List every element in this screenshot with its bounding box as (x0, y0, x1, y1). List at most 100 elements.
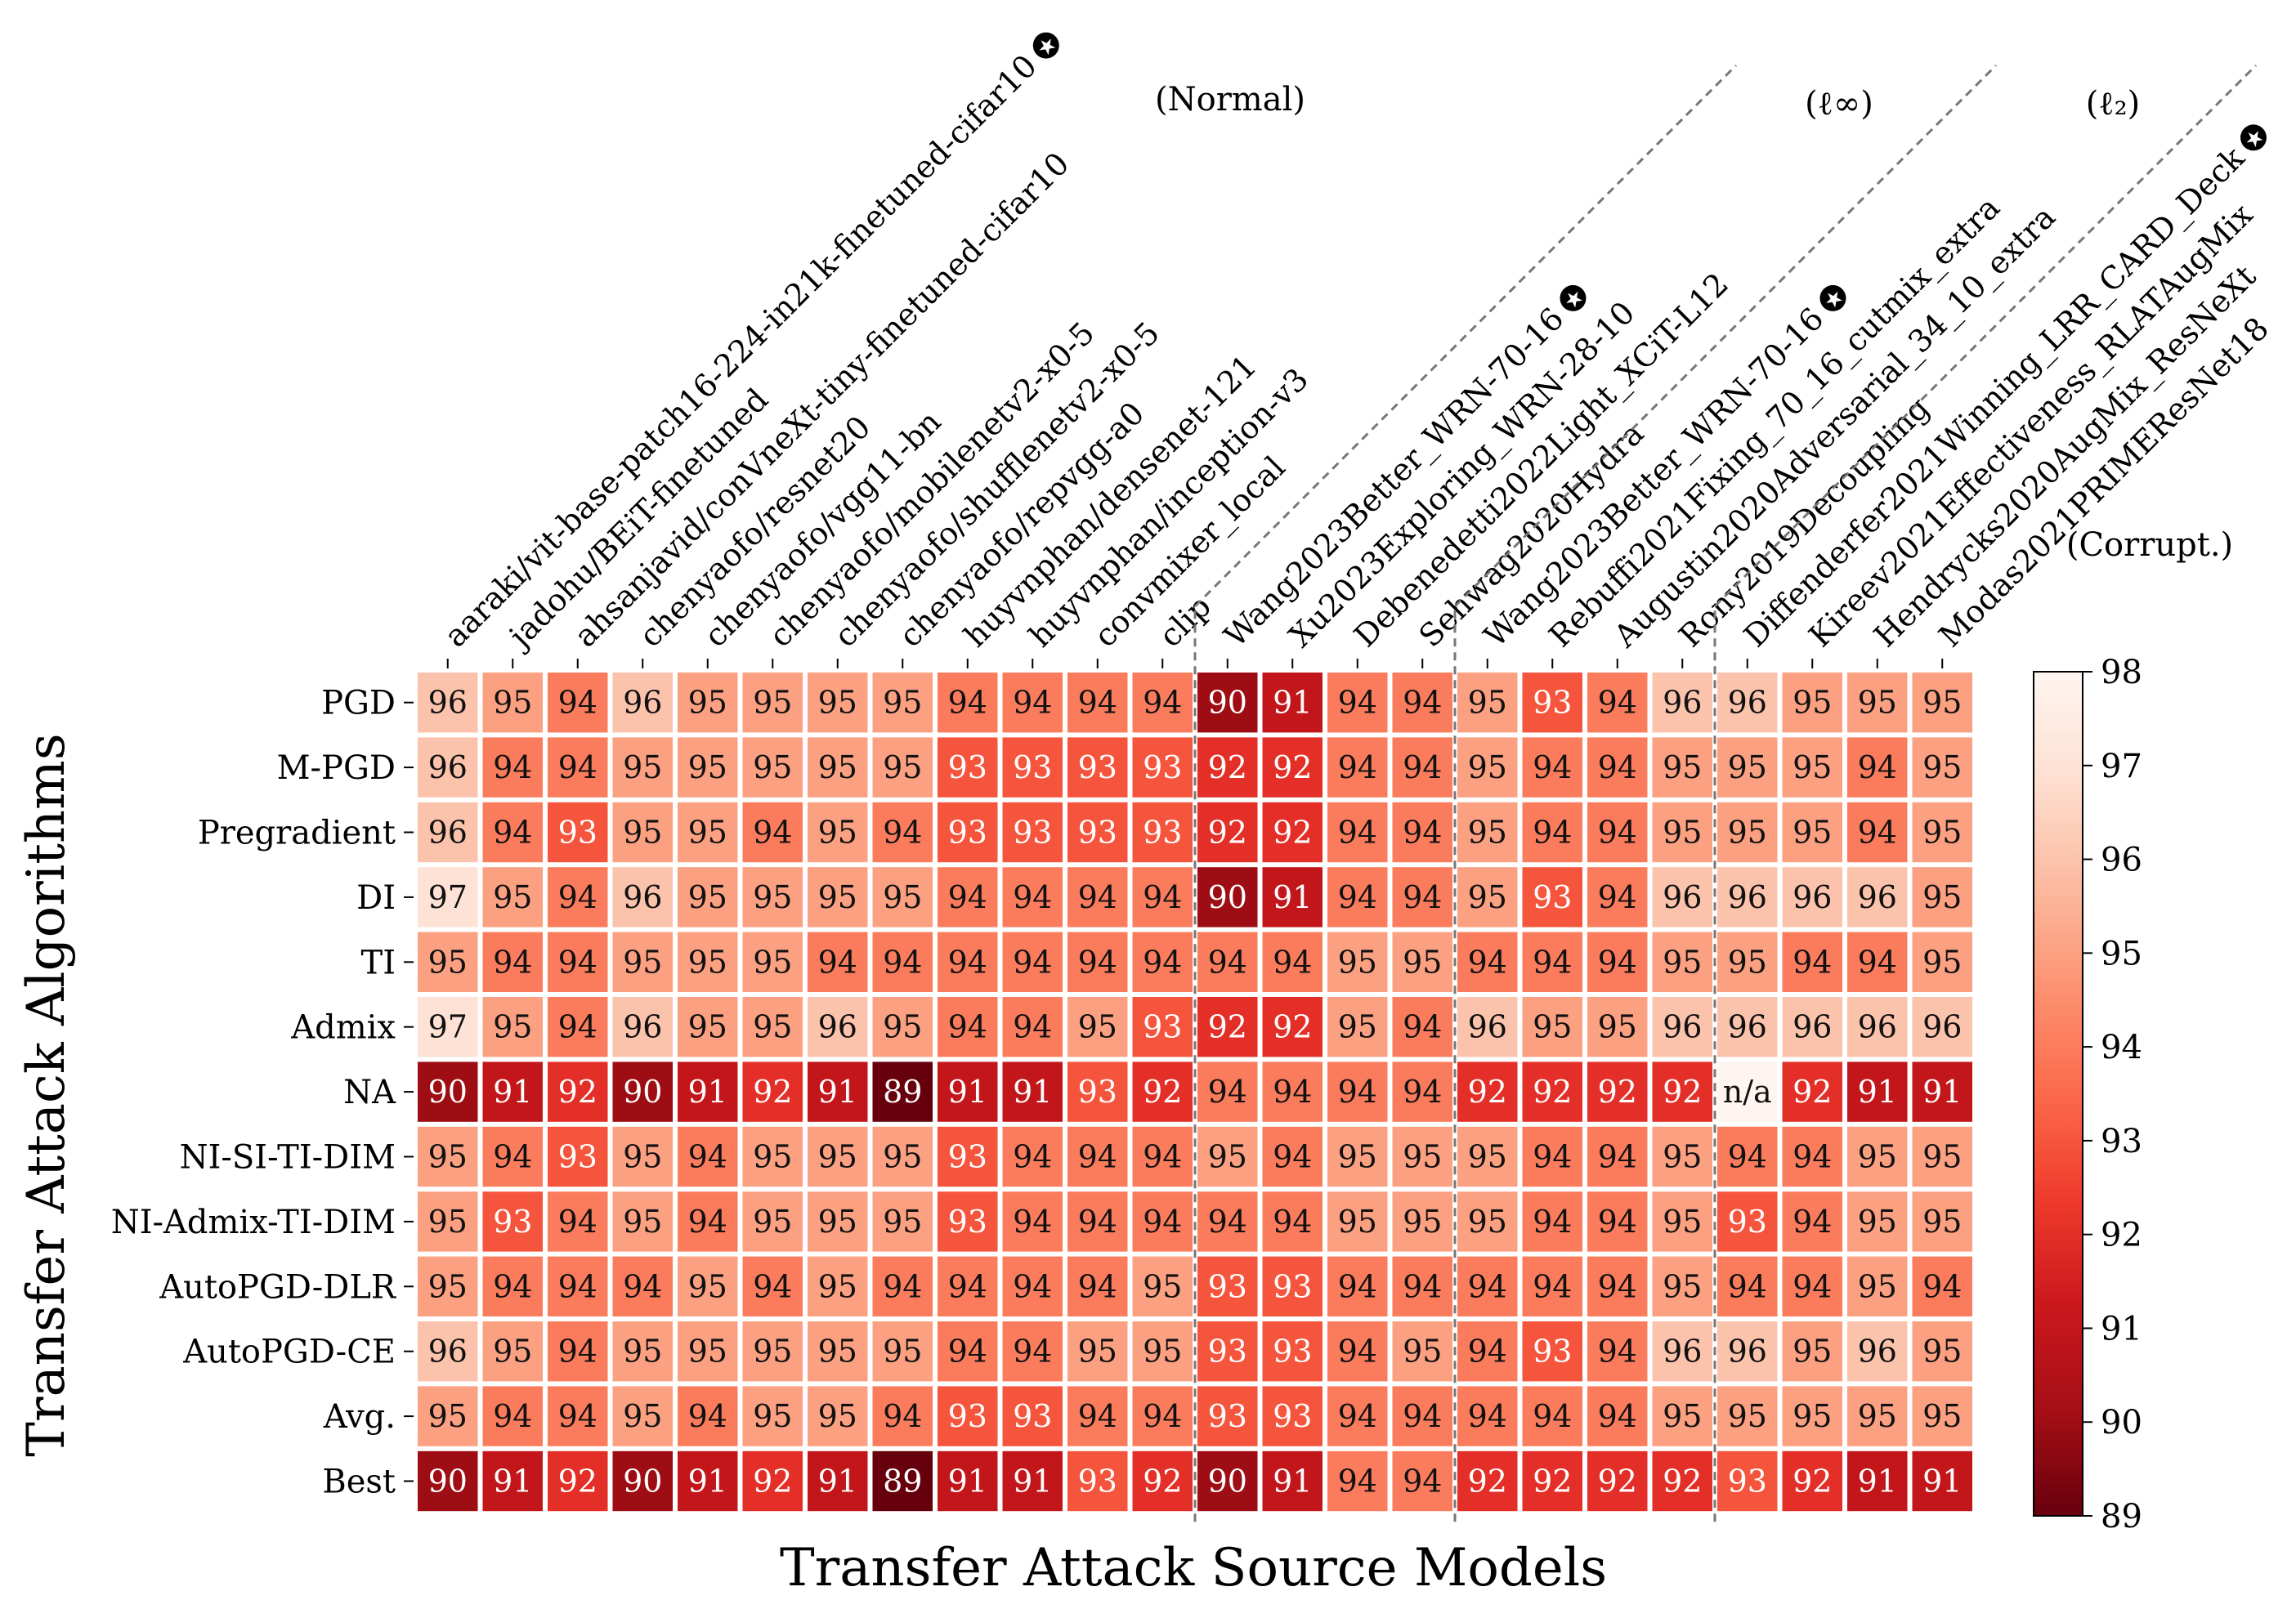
heatmap-cell (678, 1191, 738, 1252)
cell-value-label: 95 (688, 1334, 727, 1370)
heatmap-cell (612, 932, 673, 992)
cell-value-label: 95 (623, 1204, 662, 1240)
cell-value-label: 96 (428, 749, 468, 785)
cell-value-label: 93 (558, 1139, 597, 1175)
heatmap-cell (1002, 867, 1063, 927)
cell-value-label: 94 (1533, 1398, 1572, 1434)
heatmap-cell (1457, 1191, 1518, 1252)
heatmap-cell (1912, 1256, 1972, 1316)
y-axis-label: Transfer Attack Algorithms (16, 733, 77, 1456)
cell-value-label: 97 (428, 879, 468, 915)
cell-value-label: 94 (1013, 1334, 1052, 1370)
heatmap-cell (1782, 867, 1842, 927)
heatmap-cell (1067, 867, 1128, 927)
row-label: AutoPGD-CE (182, 1334, 396, 1371)
heatmap-cell (1457, 997, 1518, 1057)
heatmap-cell (1912, 932, 1972, 992)
heatmap-cell (742, 673, 803, 733)
heatmap-cell (1392, 737, 1452, 798)
cell-value-label: 95 (493, 1009, 532, 1045)
heatmap-cell (482, 1321, 543, 1382)
cell-value-label: 95 (1922, 1204, 1962, 1240)
heatmap-cell (678, 802, 738, 863)
cell-value-label: 95 (1338, 1204, 1377, 1240)
star-icon: ★ (1032, 31, 1063, 62)
cell-value-label: 93 (1143, 749, 1182, 785)
heatmap-cell (938, 1191, 998, 1252)
x-axis-label: Transfer Attack Source Models (780, 1538, 1607, 1598)
cell-value-label: 94 (1598, 1139, 1637, 1175)
heatmap-cell (1197, 673, 1258, 733)
cell-value-label: 95 (1533, 1009, 1572, 1045)
heatmap-cell (1912, 737, 1972, 798)
cell-value-label: 95 (1338, 1009, 1377, 1045)
heatmap-cell (742, 1256, 803, 1316)
cell-value-label: 95 (753, 685, 792, 721)
cell-value-label: 95 (753, 1139, 792, 1175)
cell-value-label: 94 (493, 1398, 532, 1434)
heatmap-cell (808, 1256, 868, 1316)
heatmap-cell (1847, 1321, 1908, 1382)
heatmap-cell (1262, 932, 1323, 992)
cell-value-label: 95 (1208, 1139, 1247, 1175)
heatmap-cell (1132, 1256, 1193, 1316)
heatmap-cell (1002, 737, 1063, 798)
cell-value-label: 95 (623, 815, 662, 851)
heatmap-cell (1587, 1062, 1648, 1122)
cell-value-label: 94 (1533, 1204, 1572, 1240)
cell-value-label: 95 (1922, 749, 1962, 785)
cell-value-label: 94 (753, 1268, 792, 1304)
cell-value-label: 95 (883, 749, 922, 785)
cell-value-label: 94 (493, 1268, 532, 1304)
cell-value-label: 94 (1338, 749, 1377, 785)
heatmap-cell (1197, 867, 1258, 927)
heatmap-cell (1197, 1256, 1258, 1316)
cell-value-label: 94 (1468, 1334, 1507, 1370)
cell-value-label: 94 (1533, 749, 1572, 785)
cell-value-label: 93 (1533, 1334, 1572, 1370)
group-separator-diagonal (1193, 64, 1738, 608)
heatmap-cell (938, 802, 998, 863)
cell-value-label: 94 (1598, 685, 1637, 721)
cell-value-label: 96 (1663, 879, 1702, 915)
heatmap-cell (1262, 1450, 1323, 1512)
heatmap-cell (1522, 1256, 1582, 1316)
cell-value-label: 94 (1013, 685, 1052, 721)
heatmap-cell (612, 997, 673, 1057)
heatmap-cell (548, 997, 608, 1057)
cell-value-label: 95 (1858, 1139, 1897, 1175)
heatmap-cell (1457, 737, 1518, 798)
heatmap-cell (872, 1062, 933, 1122)
star-badge-icon (1560, 284, 1587, 311)
cell-value-label: 93 (1208, 1268, 1247, 1304)
cell-value-label: 90 (1208, 879, 1247, 915)
heatmap-cell (1912, 997, 1972, 1057)
heatmap-cell (742, 1062, 803, 1122)
cell-value-label: 94 (1403, 1398, 1442, 1434)
heatmap-cell (1782, 1191, 1842, 1252)
heatmap-cell (548, 802, 608, 863)
heatmap-cell (1782, 673, 1842, 733)
cell-value-label: 95 (818, 879, 857, 915)
heatmap-cell (418, 867, 478, 927)
heatmap-cell (418, 1062, 478, 1122)
cell-value-label: 95 (1403, 1334, 1442, 1370)
heatmap-cell (678, 932, 738, 992)
cell-value-label: 94 (1403, 685, 1442, 721)
row-labels: PGD M-PGD Pregradient DI TI Admix NA NI-SI-TI-D… (111, 685, 414, 1501)
heatmap-cell (1652, 673, 1712, 733)
heatmap-cell (1262, 1386, 1323, 1446)
cell-value-label: 94 (1338, 1268, 1377, 1304)
cell-value-label: 96 (623, 1009, 662, 1045)
heatmap-cell (678, 1321, 738, 1382)
cell-value-label: 92 (1663, 1464, 1702, 1500)
heatmap-cell (418, 1126, 478, 1187)
heatmap-cell (678, 1062, 738, 1122)
heatmap-cell (1132, 867, 1193, 927)
cell-value-label: 94 (558, 685, 597, 721)
heatmap-cell (808, 867, 868, 927)
cell-value-label: 91 (948, 1074, 987, 1110)
cell-value-label: 97 (428, 1009, 468, 1045)
heatmap-cell (1067, 997, 1128, 1057)
cell-value-label: 96 (1858, 1009, 1897, 1045)
